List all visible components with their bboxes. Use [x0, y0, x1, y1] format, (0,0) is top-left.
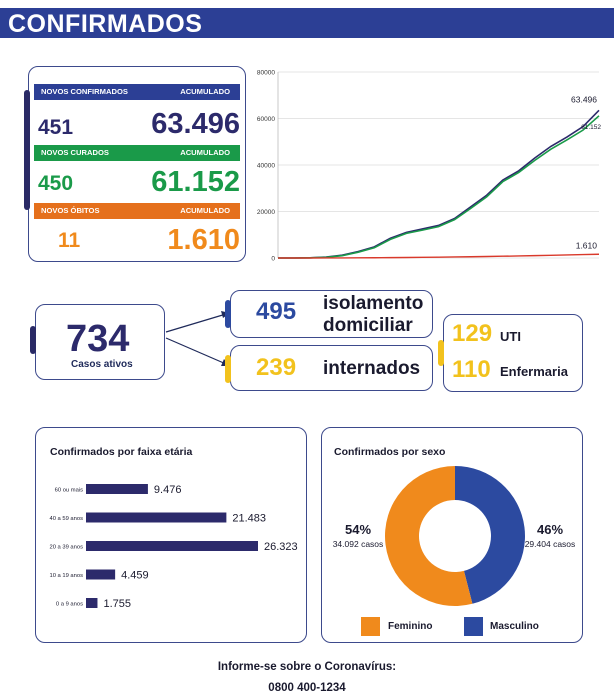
legend-male-label: Masculino — [490, 621, 539, 632]
legend-male-swatch — [464, 617, 483, 636]
home-isolation-value: 495 — [256, 298, 297, 325]
hospital-breakdown-card — [443, 314, 583, 392]
hospitalized-value: 239 — [256, 354, 297, 381]
ward-label: Enfermaria — [500, 364, 568, 379]
sex-donut-chart — [385, 466, 525, 606]
sex-chart-card — [321, 427, 583, 643]
series-line — [278, 253, 600, 259]
cumulative-line-chart: 0 20000 40000 60000 80000 63.496 61.152 1.610 — [257, 70, 601, 263]
bar-category-label: 40 a 59 anos — [49, 516, 83, 522]
new-deaths-band: NOVOS ÓBITOS ACUMULADO — [34, 203, 240, 219]
age-chart-card — [35, 427, 307, 643]
active-cases-label: Casos ativos — [71, 359, 133, 370]
arrow-to-hospitalized — [165, 337, 227, 365]
confirmed-total-value: 63.496 — [151, 108, 240, 140]
active-cases-value: 734 — [66, 318, 130, 360]
icu-value: 129 — [452, 320, 493, 347]
series-end-label: 63.496 — [571, 94, 597, 104]
recovered-total-value: 61.152 — [151, 166, 240, 198]
y-tick-label: 60000 — [257, 116, 275, 123]
hospitalized-card — [230, 345, 433, 391]
bar — [86, 512, 227, 523]
footer-phone[interactable]: 0800 400-1234 — [268, 682, 346, 694]
series-line — [278, 115, 600, 259]
bar — [86, 541, 258, 551]
new-recovered-label: NOVOS CURADOS — [41, 148, 109, 157]
deaths-total-value: 1.610 — [167, 224, 240, 256]
male-percent: 46% — [536, 522, 564, 537]
recovered-accumulated-label: ACUMULADO — [180, 148, 230, 157]
deaths-accumulated-label: ACUMULADO — [180, 206, 230, 215]
ward-value: 110 — [452, 356, 491, 383]
confirmed-accumulated-label: ACUMULADO — [180, 87, 230, 96]
icu-label: UTI — [500, 329, 521, 344]
y-tick-label: 0 — [271, 256, 275, 263]
bar — [86, 598, 98, 608]
y-tick-label: 80000 — [257, 70, 275, 77]
sex-chart-title: Confirmados por sexo — [334, 446, 446, 458]
bar-value-label: 4.459 — [121, 570, 149, 582]
new-deaths-label: NOVOS ÓBITOS — [41, 206, 100, 215]
legend-female-swatch — [361, 617, 380, 636]
donut-slice — [385, 466, 473, 606]
active-cases-accent — [30, 326, 36, 354]
female-cases: 34.092 casos — [332, 539, 384, 549]
home-isolation-card — [230, 290, 433, 338]
series-line — [278, 109, 600, 259]
series-end-label: 1.610 — [576, 240, 598, 250]
bar-value-label: 1.755 — [103, 598, 131, 610]
bar — [86, 484, 148, 494]
home-isolation-label-1: isolamento — [323, 293, 424, 314]
y-tick-label: 20000 — [257, 209, 275, 216]
age-chart-title: Confirmados por faixa etária — [50, 446, 193, 458]
home-isolation-label-2: domiciliar — [323, 315, 413, 336]
hospitalized-accent — [225, 355, 231, 383]
new-recovered-band: NOVOS CURADOS ACUMULADO — [34, 145, 240, 161]
hospitalized-label: internados — [323, 358, 421, 379]
new-confirmed-label: NOVOS CONFIRMADOS — [41, 87, 128, 96]
page-title: CONFIRMADOS — [8, 10, 203, 38]
home-isolation-accent — [225, 300, 231, 328]
arrow-to-home-isolation — [165, 313, 227, 333]
bar-value-label: 9.476 — [154, 484, 182, 496]
new-confirmed-value: 451 — [38, 116, 74, 139]
new-confirmed-band: NOVOS CONFIRMADOS ACUMULADO — [34, 84, 240, 100]
counters-accent-bar — [24, 90, 30, 210]
donut-slice — [455, 466, 525, 604]
bar-value-label: 26.323 — [264, 541, 298, 553]
new-deaths-value: 11 — [58, 229, 81, 252]
bar — [86, 569, 116, 580]
new-recovered-value: 450 — [38, 172, 74, 195]
bar-category-label: 60 ou mais — [55, 488, 83, 494]
series-end-label: 61.152 — [581, 124, 601, 131]
bar-category-label: 0 a 9 anos — [56, 602, 83, 608]
age-bar-chart: 60 ou mais 9.476 40 a 59 anos 21.483 20 a 39… — [49, 484, 298, 610]
male-cases: 29.404 casos — [524, 539, 576, 549]
hospital-breakdown-accent — [438, 340, 444, 366]
female-percent: 54% — [344, 522, 372, 537]
bar-value-label: 21.483 — [232, 513, 266, 525]
y-tick-label: 40000 — [257, 163, 275, 170]
bar-category-label: 20 a 39 anos — [49, 545, 83, 551]
legend-female-label: Feminino — [388, 621, 433, 632]
footer-info-text: Informe-se sobre o Coronavírus: — [217, 661, 397, 673]
bar-category-label: 10 a 19 anos — [49, 573, 83, 579]
header-bar — [0, 8, 614, 38]
